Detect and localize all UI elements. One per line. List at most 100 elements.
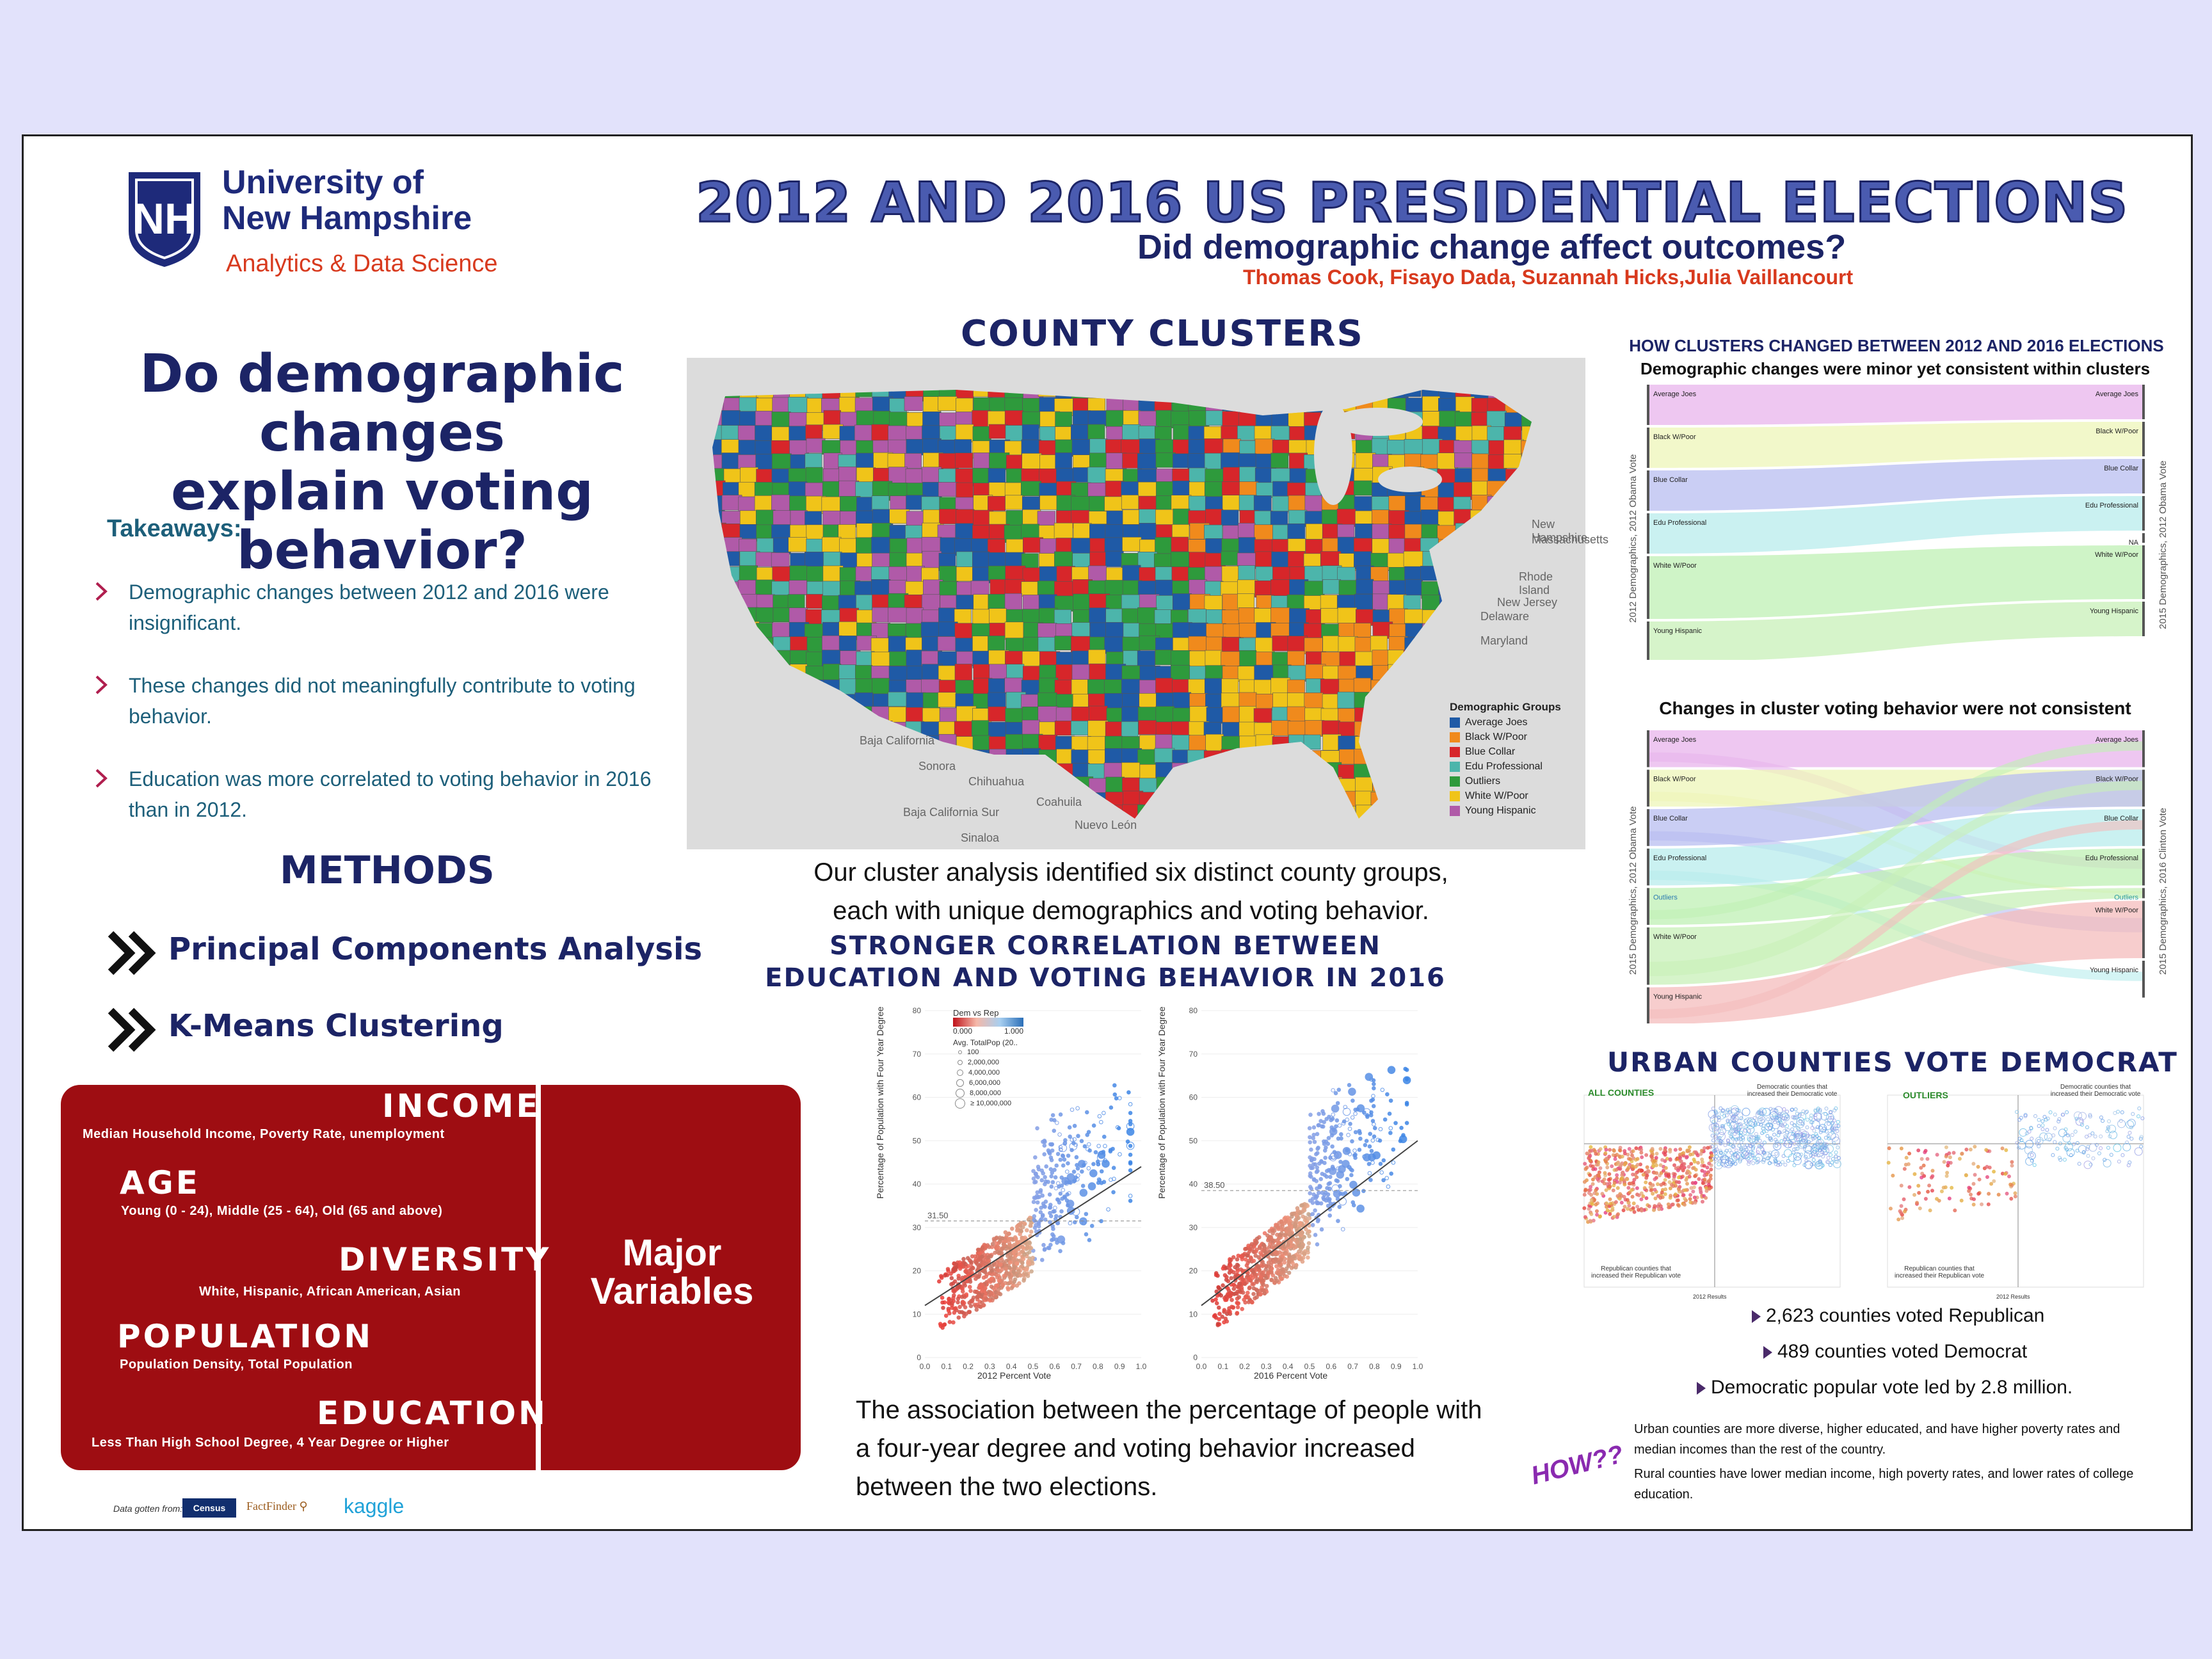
county-cell [1254,790,1274,809]
county-cell [1322,720,1340,736]
county-cell [888,691,908,707]
county-cell [1189,481,1206,497]
county-point [1834,1150,1838,1155]
data-point [1285,1274,1290,1279]
county-point [1588,1153,1592,1158]
data-point [1071,1179,1077,1184]
data-point [1089,1169,1098,1178]
county-point [1628,1157,1633,1162]
county-point [1736,1109,1741,1113]
county-cell [1037,581,1057,597]
county-point [1935,1197,1939,1201]
county-cell [1272,749,1291,764]
data-point [1007,1260,1013,1265]
urban-all-svg [1582,1094,1841,1288]
data-point [1256,1265,1261,1269]
county-cell [1172,707,1192,725]
county-cell [1487,538,1505,556]
county-point [2088,1114,2092,1119]
county-cell [1172,806,1190,819]
county-point [1816,1153,1821,1158]
county-cell [1503,677,1523,696]
county-cell [906,692,926,709]
county-cell [1354,496,1374,513]
county-point [1588,1219,1592,1223]
sankey-right-label: White W/Poor [2095,551,2138,559]
county-point [1711,1119,1716,1124]
county-cell [1071,496,1091,511]
data-point [1061,1188,1066,1192]
data-point [989,1290,993,1295]
county-cell [988,390,1009,397]
county-point [1623,1205,1627,1209]
data-point [1086,1142,1091,1147]
county-point [2005,1191,2009,1196]
county-point [1761,1160,1766,1164]
data-point [1345,1176,1350,1182]
data-point [1050,1148,1055,1153]
variable-income: INCOME [382,1087,541,1125]
data-point [1258,1292,1263,1297]
county-cell [1006,806,1026,819]
county-cell [1054,551,1073,569]
y-tick-label: 0 [917,1353,921,1362]
data-point [1294,1245,1298,1249]
county-cell [1205,678,1222,696]
county-point [1605,1201,1609,1205]
county-cell [1204,595,1222,611]
county-point [1811,1144,1820,1153]
county-cell [1288,390,1308,400]
county-cell [1254,805,1274,819]
methods-heading: METHODS [280,848,495,893]
data-point [1281,1271,1286,1276]
county-cell [871,778,888,794]
county-cell [1222,390,1241,401]
county-cell [806,594,823,609]
data-point [1040,1193,1045,1198]
data-point [1349,1180,1358,1189]
county-cell [938,482,958,497]
county-point [1957,1157,1962,1161]
data-point [1046,1180,1050,1184]
data-point [1058,1249,1062,1254]
county-point [1753,1123,1758,1127]
county-point [1676,1175,1681,1180]
county-point [1829,1153,1833,1157]
data-point [1316,1217,1321,1222]
county-cell [1537,383,1554,398]
legend-label: White W/Poor [1465,790,1528,801]
county-point [1928,1208,1932,1213]
data-point [1050,1142,1055,1147]
data-point [1337,1205,1342,1209]
data-point [1049,1158,1054,1162]
county-point [1620,1171,1624,1175]
data-point [1308,1164,1312,1168]
county-point [2108,1134,2112,1139]
legend-swatch [1450,806,1460,816]
data-point [963,1262,968,1267]
county-point [1605,1166,1610,1170]
county-cell [805,735,826,753]
county-cell [956,736,975,755]
data-point [1311,1162,1316,1167]
county-point [1823,1151,1828,1156]
county-cell [887,453,908,470]
data-point [947,1320,952,1324]
data-point [1307,1233,1311,1238]
data-point [1329,1127,1338,1136]
sankey-1: Average Joes Black W/Poor Blue Collar Edu P… [1643,378,2149,662]
county-cell [805,552,824,569]
county-cell [1171,664,1190,682]
county-point [1719,1106,1723,1110]
county-point [1825,1144,1834,1153]
sankey-flow [1649,741,2142,920]
data-point [1393,1121,1398,1125]
county-cell [1405,778,1424,793]
data-point [984,1244,989,1249]
county-cell [1189,706,1208,723]
data-point [1309,1147,1313,1152]
data-point [1327,1114,1331,1119]
magnifier-icon: ⚲ [299,1500,308,1512]
logo-letters: NH [133,195,196,243]
data-point [1372,1134,1377,1139]
